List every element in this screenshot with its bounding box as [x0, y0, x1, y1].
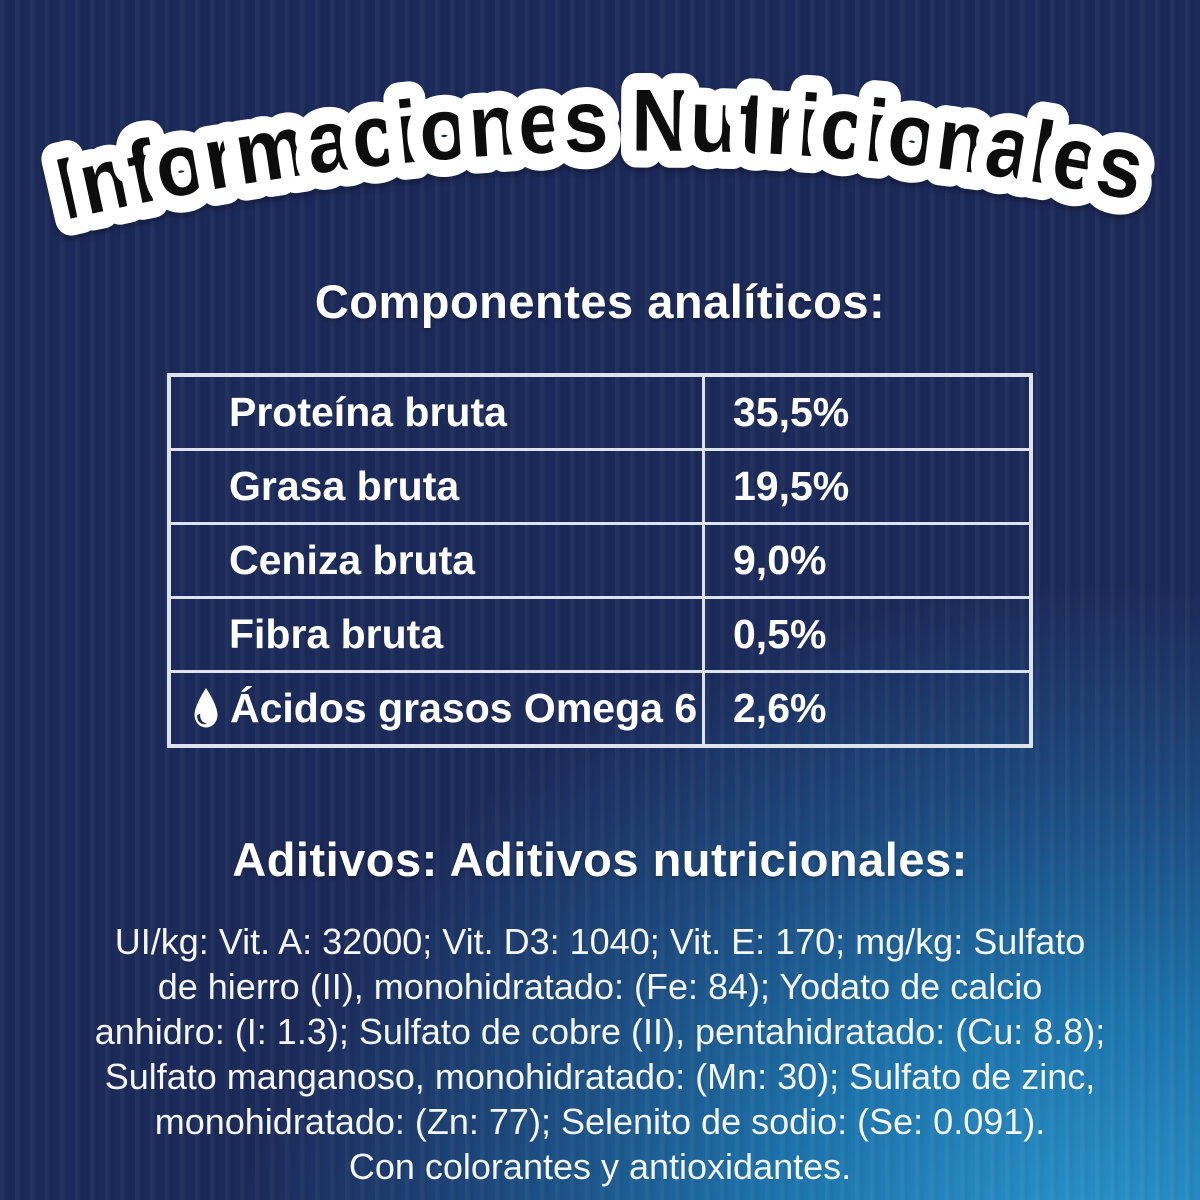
additives-line: Con colorantes y antioxidantes.	[348, 1146, 852, 1187]
table-row: Proteína bruta 35,5%	[171, 377, 1029, 448]
additives-line: anhidro: (I: 1.3); Sulfato de cobre (II)…	[94, 1011, 1106, 1052]
row-value: 35,5%	[702, 377, 1029, 448]
row-value: 9,0%	[702, 525, 1029, 596]
additives-line: de hierro (II), monohidratado: (Fe: 84);…	[157, 966, 1043, 1007]
table-row: Grasa bruta 19,5%	[171, 448, 1029, 522]
analytical-components-table: Proteína bruta 35,5% Grasa bruta 19,5% C…	[167, 373, 1033, 748]
additives-line: Sulfato manganoso, monohidratado: (Mn: 3…	[104, 1056, 1096, 1097]
droplet-icon	[194, 687, 218, 727]
table-row: Ceniza bruta 9,0%	[171, 522, 1029, 596]
row-label-text: Ácidos grasos Omega 6	[230, 685, 698, 731]
svg-text:Informaciones Nutricionales: Informaciones Nutricionales	[47, 71, 1152, 239]
table-row: Ácidos grasos Omega 6 2,6%	[171, 670, 1029, 744]
row-value: 19,5%	[702, 451, 1029, 522]
row-value: 0,5%	[702, 599, 1029, 670]
table-row: Fibra bruta 0,5%	[171, 596, 1029, 670]
page-title: Informaciones Nutricionales	[30, 54, 1169, 256]
additives-text: UI/kg: Vit. A: 32000; Vit. D3: 1040; Vit…	[70, 919, 1130, 1189]
additives-heading: Aditivos: Aditivos nutricionales:	[232, 833, 968, 886]
row-label: Fibra bruta	[229, 611, 444, 657]
additives-line: UI/kg: Vit. A: 32000; Vit. D3: 1040; Vit…	[114, 921, 1086, 962]
row-label: Proteína bruta	[229, 389, 507, 435]
row-label: Ceniza bruta	[229, 537, 476, 583]
additives-line: monohidratado: (Zn: 77); Selenito de sod…	[154, 1101, 1046, 1142]
row-value: 2,6%	[702, 673, 1029, 744]
row-label: Grasa bruta	[229, 463, 460, 509]
analytical-components-heading: Componentes analíticos:	[314, 275, 886, 328]
title-banner: Informaciones Nutricionales	[30, 54, 1169, 256]
row-label: Ácidos grasos Omega 6	[171, 673, 702, 744]
